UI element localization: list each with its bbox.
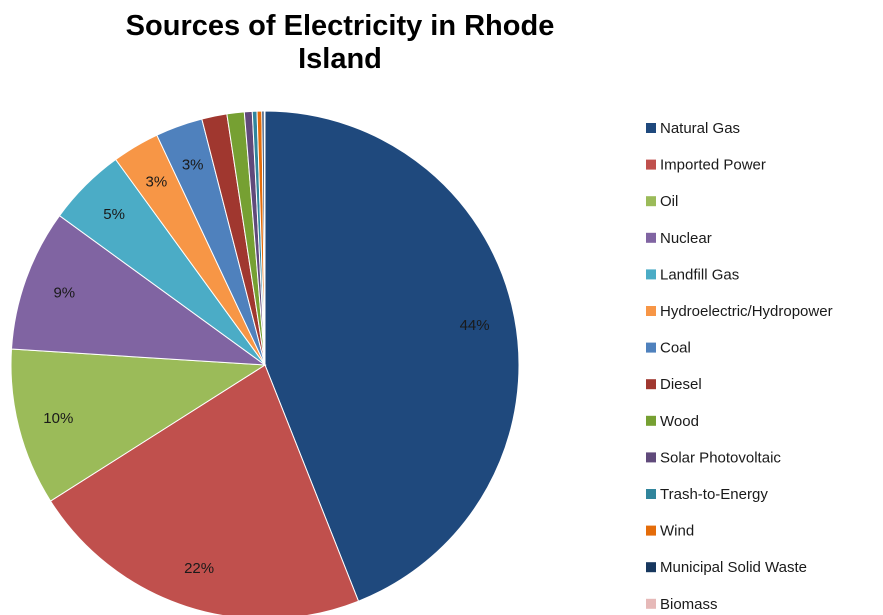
legend-swatch-landfill-gas [646, 269, 656, 280]
legend-label-imported-power: Imported Power [660, 157, 766, 174]
legend-label-coal: Coal [660, 340, 691, 357]
legend-swatch-natural-gas [646, 123, 656, 133]
legend-swatch-hydroelectric-hydropower [646, 306, 656, 316]
legend-swatch-solar-photovoltaic [646, 452, 656, 463]
legend-label-wind: Wind [660, 523, 694, 540]
legend-swatch-municipal-solid-waste [646, 562, 656, 573]
legend-label-municipal-solid-waste: Municipal Solid Waste [660, 559, 807, 576]
chart-title: Sources of Electricity in Rhode Island [125, 10, 555, 75]
pie-slice-imported-power [49, 364, 360, 615]
legend-label-wood: Wood [660, 413, 699, 430]
pie-slice-oil [10, 348, 267, 502]
data-label-landfill-gas: 5% [103, 206, 125, 223]
pie-slice-natural-gas [264, 110, 520, 602]
legend-label-biomass: Biomass [660, 596, 718, 613]
pie-slice-nuclear [10, 215, 267, 366]
legend-label-diesel: Diesel [660, 376, 702, 393]
legend-swatch-biomass [646, 598, 656, 609]
data-label-coal: 3% [182, 156, 204, 173]
legend-label-oil: Oil [660, 193, 678, 210]
legend-swatch-wind [646, 525, 656, 536]
legend-swatch-coal [646, 342, 656, 353]
pie-slices [10, 110, 520, 615]
legend-swatch-trash-to-energy [646, 489, 656, 499]
legend: Natural Gas Imported Power Oil Nuclear Landf… [646, 120, 833, 613]
legend-swatch-nuclear [646, 232, 656, 243]
data-label-natural-gas: 44% [460, 317, 490, 334]
legend-label-trash-to-energy: Trash-to-Energy [660, 486, 768, 503]
legend-label-hydroelectric-hydropower: Hydroelectric/Hydropower [660, 303, 833, 320]
pie-slice-biomass [263, 110, 266, 366]
data-label-imported-power: 22% [184, 560, 214, 577]
legend-swatch-imported-power [646, 159, 656, 170]
legend-label-landfill-gas: Landfill Gas [660, 266, 739, 283]
legend-swatch-oil [646, 196, 656, 207]
legend-label-nuclear: Nuclear [660, 230, 712, 247]
legend-label-solar-photovoltaic: Solar Photovoltaic [660, 449, 781, 466]
legend-swatch-diesel [646, 379, 656, 390]
data-label-oil: 10% [43, 410, 73, 427]
legend-swatch-wood [646, 415, 656, 426]
pie-data-labels: 44% 22% 10% 9% 5% 3% 3% [43, 156, 489, 577]
data-label-nuclear: 9% [53, 285, 75, 302]
data-label-hydroelectric-hydropower: 3% [146, 173, 168, 190]
legend-label-natural-gas: Natural Gas [660, 120, 740, 137]
